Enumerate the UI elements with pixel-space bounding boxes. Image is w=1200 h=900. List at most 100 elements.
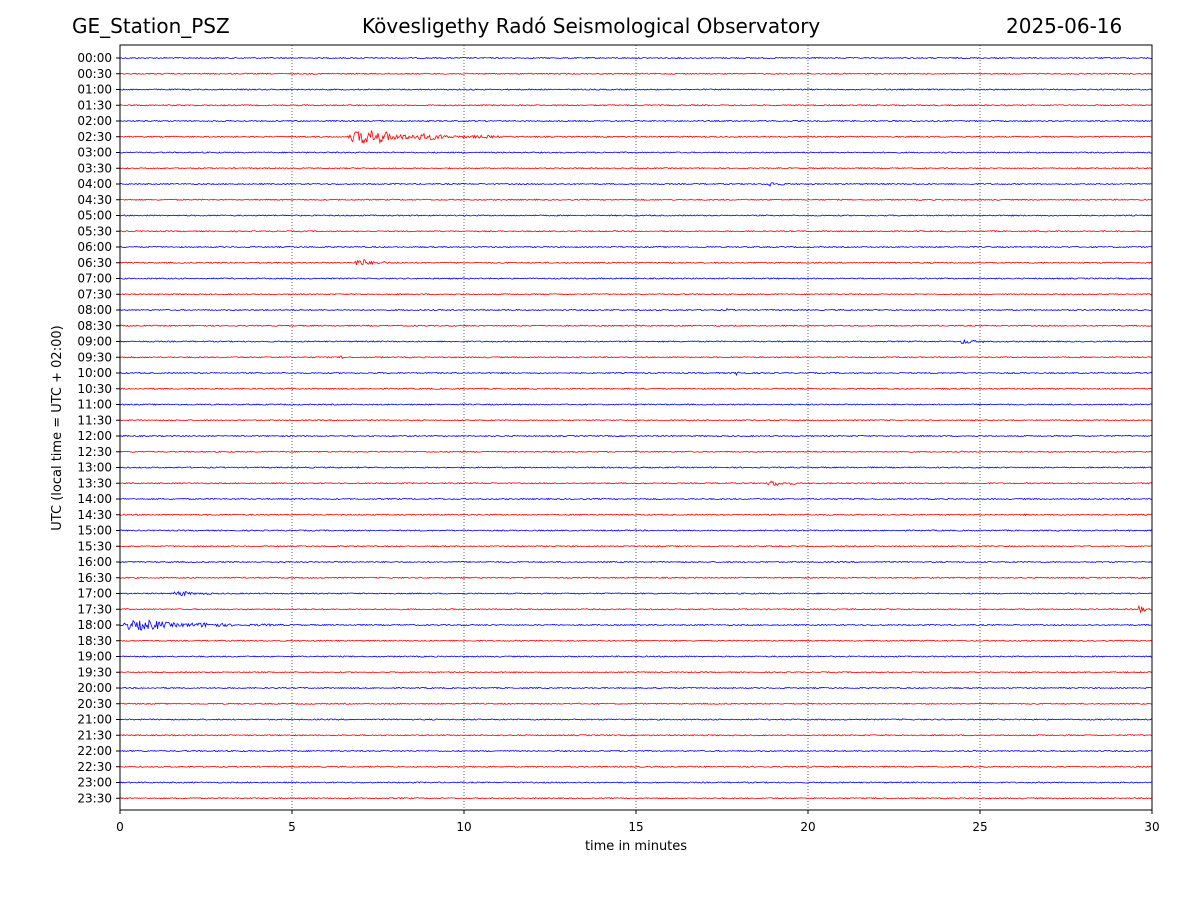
y-tick-label-29: 14:30 <box>77 508 112 522</box>
trace-line-1100 <box>119 403 1153 406</box>
trace-line-2300 <box>119 781 1153 784</box>
trace-line-1830 <box>119 639 1153 642</box>
trace-line-1930 <box>119 671 1153 674</box>
trace-line-0730 <box>119 293 1153 296</box>
x-tick-label-4: 20 <box>800 820 815 834</box>
y-axis-label: UTC (local time = UTC + 02:00) <box>50 325 65 530</box>
x-tick-labels: 0 5 10 15 20 25 30 <box>116 810 1160 834</box>
y-tick-label-39: 19:30 <box>77 665 112 679</box>
y-tick-label-9: 04:30 <box>77 193 112 207</box>
y-tick-label-37: 18:30 <box>77 634 112 648</box>
y-tick-label-21: 10:30 <box>77 382 112 396</box>
trace-line-0830 <box>119 324 1153 327</box>
trace-line-1000 <box>119 371 1153 377</box>
x-tick-label-2: 10 <box>456 820 471 834</box>
trace-line-0430 <box>119 198 1153 201</box>
trace-line-0700 <box>119 277 1153 280</box>
trace-line-1300 <box>119 466 1153 469</box>
y-tick-label-18: 09:00 <box>77 335 112 349</box>
y-tick-label-20: 10:00 <box>77 366 112 380</box>
trace-line-2230 <box>119 765 1153 768</box>
y-tick-label-16: 08:00 <box>77 303 112 317</box>
trace-line-2030 <box>119 702 1153 705</box>
y-tick-label-12: 06:00 <box>77 240 112 254</box>
y-tick-label-19: 09:30 <box>77 350 112 364</box>
trace-line-1430 <box>119 513 1153 516</box>
date-title: 2025-06-16 <box>1006 14 1123 38</box>
y-tick-label-36: 18:00 <box>77 618 112 632</box>
y-tick-label-25: 12:30 <box>77 445 112 459</box>
y-tick-label-23: 11:30 <box>77 413 112 427</box>
trace-line-1700 <box>119 590 1153 597</box>
trace-line-0300 <box>119 151 1153 154</box>
y-tick-label-31: 15:30 <box>77 539 112 553</box>
y-tick-label-43: 21:30 <box>77 728 112 742</box>
y-tick-label-0: 00:00 <box>77 51 112 65</box>
y-tick-label-38: 19:00 <box>77 650 112 664</box>
trace-line-1130 <box>119 419 1153 422</box>
trace-line-1530 <box>119 545 1153 548</box>
y-tick-label-4: 02:00 <box>77 114 112 128</box>
y-tick-label-2: 01:00 <box>77 83 112 97</box>
trace-line-2200 <box>119 749 1153 753</box>
x-axis-label: time in minutes <box>585 839 687 854</box>
y-tick-label-22: 11:00 <box>77 398 112 412</box>
trace-line-1200 <box>119 434 1153 438</box>
trace-line-0600 <box>119 245 1153 249</box>
trace-line-0000 <box>119 56 1153 60</box>
y-tick-label-41: 20:30 <box>77 697 112 711</box>
y-tick-label-3: 01:30 <box>77 98 112 112</box>
trace-line-1800 <box>119 619 1153 631</box>
trace-line-2100 <box>119 718 1153 721</box>
trace-line-2130 <box>119 734 1153 737</box>
trace-line-0130 <box>119 104 1153 107</box>
y-tick-label-1: 00:30 <box>77 67 112 81</box>
y-tick-label-33: 16:30 <box>77 571 112 585</box>
trace-line-1030 <box>119 387 1153 390</box>
x-tick-label-0: 0 <box>116 820 124 834</box>
x-tick-label-3: 15 <box>628 820 643 834</box>
trace-line-0800 <box>119 307 1153 312</box>
trace-line-0100 <box>119 88 1152 91</box>
trace-line-0500 <box>119 214 1153 217</box>
y-tick-label-28: 14:00 <box>77 492 112 506</box>
trace-line-1230 <box>119 450 1153 453</box>
trace-line-0330 <box>119 167 1153 170</box>
trace-line-1400 <box>119 497 1153 501</box>
trace-line-1330 <box>119 480 1153 486</box>
trace-line-1600 <box>119 560 1153 564</box>
trace-line-2000 <box>119 686 1153 690</box>
y-tick-label-15: 07:30 <box>77 287 112 301</box>
trace-line-1730 <box>119 604 1153 614</box>
y-tick-label-40: 20:00 <box>77 681 112 695</box>
y-tick-label-42: 21:00 <box>77 713 112 727</box>
y-tick-label-35: 17:30 <box>77 602 112 616</box>
y-tick-label-5: 02:30 <box>77 130 112 144</box>
y-tick-label-24: 12:00 <box>77 429 112 443</box>
trace-line-2330 <box>119 797 1153 800</box>
y-tick-label-7: 03:30 <box>77 161 112 175</box>
trace-line-0230 <box>119 130 1153 145</box>
x-tick-label-6: 30 <box>1144 820 1159 834</box>
observatory-title: Kövesligethy Radó Seismological Observat… <box>362 14 821 38</box>
y-tick-label-17: 08:30 <box>77 319 112 333</box>
y-tick-label-14: 07:00 <box>77 272 112 286</box>
y-tick-label-45: 22:30 <box>77 760 112 774</box>
y-tick-label-10: 05:00 <box>77 209 112 223</box>
trace-line-1500 <box>119 529 1153 532</box>
trace-line-1630 <box>119 576 1153 579</box>
trace-line-0200 <box>119 119 1153 123</box>
seismic-traces <box>119 56 1153 800</box>
y-tick-label-44: 22:00 <box>77 744 112 758</box>
grid-lines <box>291 45 981 810</box>
trace-line-0530 <box>119 230 1153 233</box>
y-tick-label-27: 13:30 <box>77 476 112 490</box>
trace-line-0900 <box>119 339 1153 344</box>
y-tick-label-46: 23:00 <box>77 776 112 790</box>
y-tick-label-26: 13:00 <box>77 461 112 475</box>
y-tick-label-32: 16:00 <box>77 555 112 569</box>
y-tick-label-13: 06:30 <box>77 256 112 270</box>
trace-line-0030 <box>119 72 1153 75</box>
